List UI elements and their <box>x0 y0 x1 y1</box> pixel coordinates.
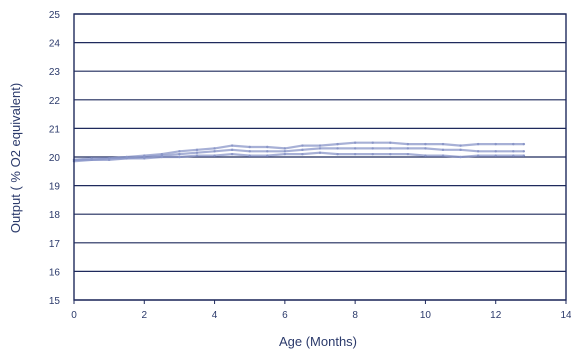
data-point <box>353 141 357 144</box>
data-point <box>424 142 427 146</box>
data-point <box>213 147 216 150</box>
data-point <box>318 144 322 147</box>
data-point <box>178 150 181 153</box>
data-point <box>459 155 462 159</box>
data-point <box>459 144 462 147</box>
data-point <box>336 142 339 146</box>
data-point <box>336 152 339 156</box>
data-point <box>230 148 234 152</box>
data-point <box>441 148 445 152</box>
data-point <box>195 151 199 154</box>
data-point <box>248 145 251 149</box>
data-series <box>72 141 526 163</box>
x-axis-title: Age (Months) <box>279 334 357 349</box>
data-point <box>336 147 339 150</box>
x-tick-label: 4 <box>212 310 218 321</box>
data-point <box>522 150 526 153</box>
data-point <box>195 154 199 157</box>
data-point <box>318 151 322 154</box>
data-point <box>459 148 462 152</box>
data-point <box>389 141 392 144</box>
y-tick-label: 19 <box>49 182 61 193</box>
data-point <box>406 152 410 156</box>
data-point <box>266 145 269 149</box>
x-tick-label: 6 <box>282 310 288 321</box>
data-point <box>424 147 427 150</box>
data-point <box>512 154 515 157</box>
y-tick-label: 16 <box>49 267 61 278</box>
y-tick-label: 24 <box>49 39 61 50</box>
data-point <box>406 147 410 150</box>
data-point <box>371 141 374 144</box>
data-point <box>230 152 234 156</box>
data-point <box>283 147 287 150</box>
y-tick-label: 23 <box>49 67 61 78</box>
data-point <box>441 142 445 146</box>
data-point <box>476 154 480 157</box>
data-point <box>301 144 304 147</box>
data-point <box>178 155 181 159</box>
data-point <box>107 158 111 162</box>
plot-frame <box>73 13 567 301</box>
data-point <box>494 142 497 146</box>
y-tick-label: 15 <box>49 296 61 307</box>
data-point <box>160 155 164 159</box>
data-point <box>512 142 515 146</box>
data-point <box>301 152 304 156</box>
x-axis-ticks: 0 2 4 6 8 10 12 14 <box>71 300 571 321</box>
data-point <box>266 154 269 157</box>
data-point <box>90 158 93 162</box>
x-tick-label: 10 <box>420 310 432 321</box>
data-point <box>476 142 480 146</box>
y-axis-ticks: 15 16 17 18 19 20 21 22 23 24 25 <box>49 10 61 307</box>
y-tick-label: 25 <box>49 10 61 21</box>
data-point <box>195 148 199 152</box>
data-point <box>143 157 146 160</box>
data-point <box>371 147 374 150</box>
x-tick-label: 2 <box>142 310 148 321</box>
data-point <box>213 150 216 153</box>
data-point <box>441 154 445 157</box>
data-point <box>266 150 269 153</box>
data-point <box>213 154 216 157</box>
data-point <box>512 150 515 153</box>
data-point <box>248 154 251 157</box>
data-point <box>178 152 181 156</box>
data-point <box>371 152 374 156</box>
x-tick-label: 0 <box>71 310 77 321</box>
data-point <box>230 144 234 147</box>
data-point <box>353 152 357 156</box>
data-point <box>248 150 251 153</box>
data-point <box>522 142 526 146</box>
data-point <box>389 152 392 156</box>
data-point <box>494 150 497 153</box>
data-point <box>301 148 304 152</box>
y-tick-label: 17 <box>49 239 61 250</box>
y-tick-label: 18 <box>49 210 61 221</box>
data-point <box>283 152 287 156</box>
y-tick-label: 21 <box>49 124 61 135</box>
x-tick-label: 14 <box>560 310 571 321</box>
x-tick-label: 8 <box>352 310 358 321</box>
data-point <box>318 147 322 150</box>
data-point <box>476 150 480 153</box>
y-tick-label: 22 <box>49 96 61 107</box>
data-point <box>522 154 526 157</box>
data-point <box>125 157 128 160</box>
data-point <box>494 154 497 157</box>
data-point <box>283 150 287 153</box>
data-point <box>389 147 392 150</box>
x-tick-label: 12 <box>490 310 502 321</box>
data-point <box>406 142 410 146</box>
data-point <box>353 147 357 150</box>
y-axis-title: Output ( % O2 equivalent) <box>8 83 23 233</box>
y-tick-label: 20 <box>49 153 61 164</box>
data-point <box>424 154 427 157</box>
